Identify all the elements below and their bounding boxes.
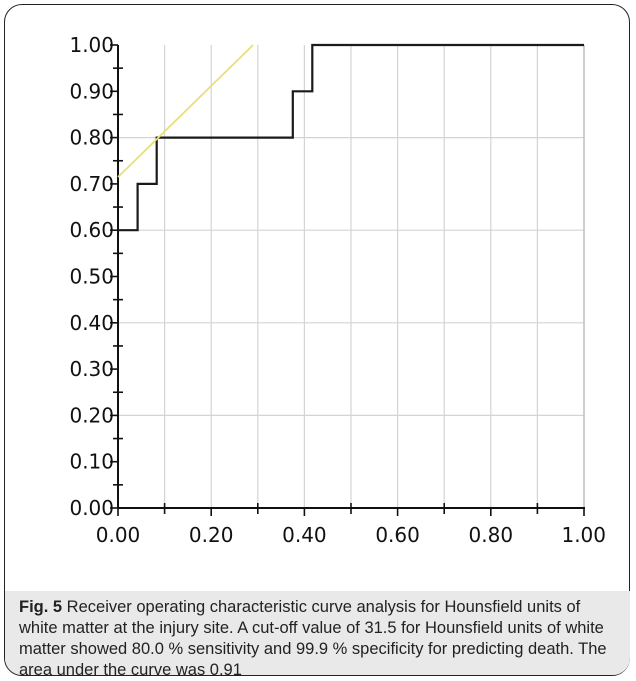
- y-tick-label: 0.70: [69, 172, 114, 196]
- x-tick-label: 0.20: [189, 523, 234, 547]
- y-tick-label: 0.50: [69, 265, 114, 289]
- tick-labels: 0.00 0.10 0.20 0.30 0.40 0.50 0.60 0.70 0.80 0.90…: [69, 33, 606, 547]
- x-tick-label: 0.00: [96, 523, 141, 547]
- chart-svg: 0.00 0.10 0.20 0.30 0.40 0.50 0.60 0.70 0.80 0.90…: [69, 33, 606, 547]
- reference-line: [117, 44, 254, 178]
- y-tick-label: 0.00: [69, 496, 114, 520]
- y-tick-label: 0.40: [69, 311, 114, 335]
- roc-curve-line: [118, 43, 584, 232]
- y-tick-label: 0.10: [69, 450, 114, 474]
- series-layer: [117, 43, 584, 232]
- y-tick-label: 0.30: [69, 357, 114, 381]
- roc-chart: 0.00 0.10 0.20 0.30 0.40 0.50 0.60 0.70 0.80 0.90…: [69, 33, 606, 547]
- y-tick-label: 0.20: [69, 403, 114, 427]
- y-tick-label: 0.90: [69, 79, 114, 103]
- caption-text: Receiver operating characteristic curve …: [19, 598, 607, 679]
- y-tick-label: 0.60: [69, 218, 114, 242]
- y-tick-label: 1.00: [69, 33, 114, 57]
- axes-layer: [110, 44, 585, 516]
- x-tick-label: 0.40: [282, 523, 327, 547]
- x-tick-label: 0.80: [469, 523, 514, 547]
- caption-panel: Fig. 5 Receiver operating characteristic…: [5, 591, 630, 679]
- figure-caption: Fig. 5 Receiver operating characteristic…: [19, 597, 616, 681]
- y-tick-label: 0.80: [69, 126, 114, 150]
- x-tick-label: 0.60: [375, 523, 420, 547]
- x-tick-label: 1.00: [561, 523, 606, 547]
- figure-label: Fig. 5: [19, 598, 63, 616]
- grid-layer: [118, 45, 585, 508]
